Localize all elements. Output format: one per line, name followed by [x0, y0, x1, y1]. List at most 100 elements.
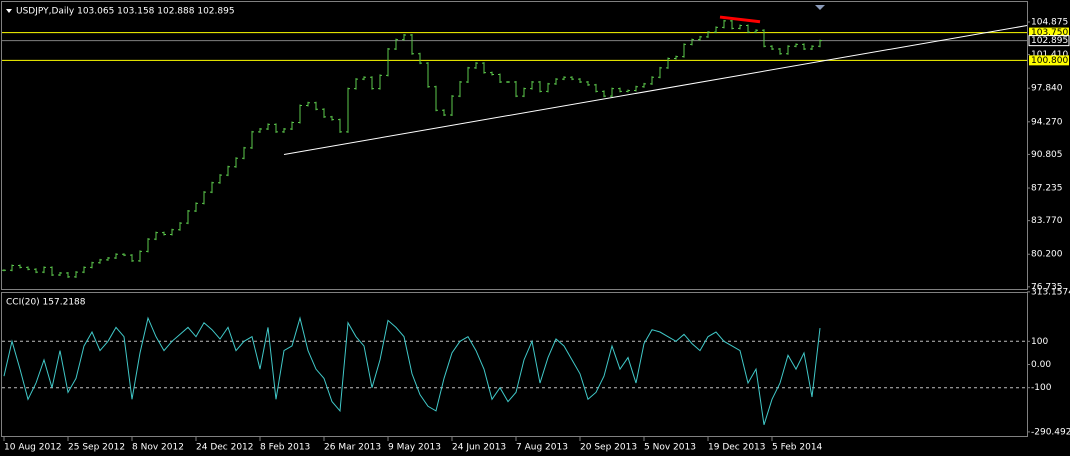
price-bar: [18, 264, 22, 269]
price-bar: [338, 118, 342, 133]
price-bar: [162, 231, 166, 236]
menu-icon[interactable]: [6, 9, 12, 13]
price-bar: [186, 209, 190, 225]
price-bar: [58, 272, 62, 276]
price-bar: [690, 38, 694, 46]
x-tick-label: 8 Feb 2013: [260, 443, 310, 453]
price-bar: [474, 62, 478, 69]
price-bar: [714, 26, 718, 34]
price-bar: [458, 81, 462, 98]
level-label: 103.750: [1031, 28, 1068, 38]
price-bar: [82, 266, 86, 274]
price-bar: [322, 108, 326, 118]
price-bar: [290, 121, 294, 131]
price-bar: [618, 87, 622, 93]
price-bar: [450, 95, 454, 116]
price-bar: [682, 43, 686, 58]
price-bar: [2, 269, 6, 272]
price-bar: [594, 83, 598, 93]
price-bar: [722, 19, 726, 29]
y-tick-label: 0.00: [1031, 360, 1051, 370]
price-bar: [298, 104, 302, 124]
price-bar: [418, 52, 422, 65]
price-bar: [10, 264, 14, 272]
price-bar: [274, 123, 278, 133]
price-bar: [506, 81, 510, 83]
price-bar: [242, 146, 246, 160]
price-bar: [554, 78, 558, 85]
price-bar: [602, 90, 606, 98]
price-bar: [650, 76, 654, 85]
shift-marker: [815, 5, 825, 10]
price-bar: [706, 31, 710, 38]
price-bar: [226, 165, 230, 177]
price-bar: [122, 253, 126, 257]
price-bar: [818, 39, 822, 48]
price-bar: [426, 62, 430, 88]
price-bar: [434, 85, 438, 112]
price-bar: [266, 123, 270, 131]
x-tick-label: 7 Aug 2013: [516, 443, 568, 453]
price-bar: [634, 85, 638, 92]
y-tick-label: 87.235: [1031, 184, 1063, 194]
price-bar: [794, 43, 798, 48]
price-bar: [218, 174, 222, 184]
x-tick-label: 5 Feb 2014: [772, 443, 823, 453]
y-tick-label: -100: [1031, 383, 1052, 393]
indicator-line: [3, 316, 821, 425]
price-bar: [578, 78, 582, 83]
price-bar: [586, 81, 590, 86]
x-tick-label: 8 Nov 2012: [132, 443, 184, 453]
y-tick-label: 104.875: [1031, 18, 1068, 28]
y-tick-label: -290.4925: [1031, 427, 1070, 437]
price-bar: [410, 33, 414, 55]
price-bar: [746, 24, 750, 34]
level-label-box: [1028, 35, 1070, 47]
x-tick-label: 5 Nov 2013: [644, 443, 696, 453]
indicator-title: CCI(20) 157.2188: [6, 298, 86, 308]
price-bar: [778, 48, 782, 55]
price-bar: [346, 87, 350, 133]
price-bar: [490, 71, 494, 76]
level-label-box: [1029, 55, 1069, 66]
price-bar: [402, 33, 406, 41]
price-bar: [754, 29, 758, 34]
price-bar: [730, 19, 734, 30]
price-bar: [522, 87, 526, 98]
price-bar: [330, 115, 334, 121]
x-tick-label: 24 Dec 2012: [196, 443, 254, 453]
price-bar: [514, 81, 518, 98]
price-bar: [362, 76, 366, 81]
trendline: [719, 15, 761, 24]
y-tick-label: 101.410: [1031, 50, 1068, 60]
price-bar: [370, 76, 374, 90]
price-bar: [178, 222, 182, 231]
price-bar: [90, 261, 94, 269]
price-bar: [34, 268, 38, 274]
price-bar: [250, 130, 254, 149]
level-label: 102.895: [1031, 36, 1068, 46]
price-bar: [802, 43, 806, 51]
y-tick-label: 80.200: [1031, 250, 1063, 260]
price-bar: [114, 253, 118, 259]
y-tick-label: 83.770: [1031, 216, 1063, 226]
price-bar: [698, 35, 702, 41]
price-bar: [626, 89, 630, 93]
price-bar: [658, 66, 662, 79]
price-bar: [258, 128, 262, 133]
price-bar: [546, 82, 550, 93]
price-bar: [674, 55, 678, 60]
trendline: [283, 25, 1028, 155]
price-bar: [810, 45, 814, 51]
price-bar: [138, 250, 142, 262]
price-bar: [666, 57, 670, 69]
main-pane: [1, 1, 1028, 290]
price-bar: [146, 238, 150, 253]
price-bar: [154, 231, 158, 241]
price-bar: [194, 202, 198, 212]
x-tick-label: 25 Sep 2012: [68, 443, 125, 453]
price-bar: [98, 258, 102, 264]
y-tick-label: 94.270: [1031, 117, 1063, 127]
